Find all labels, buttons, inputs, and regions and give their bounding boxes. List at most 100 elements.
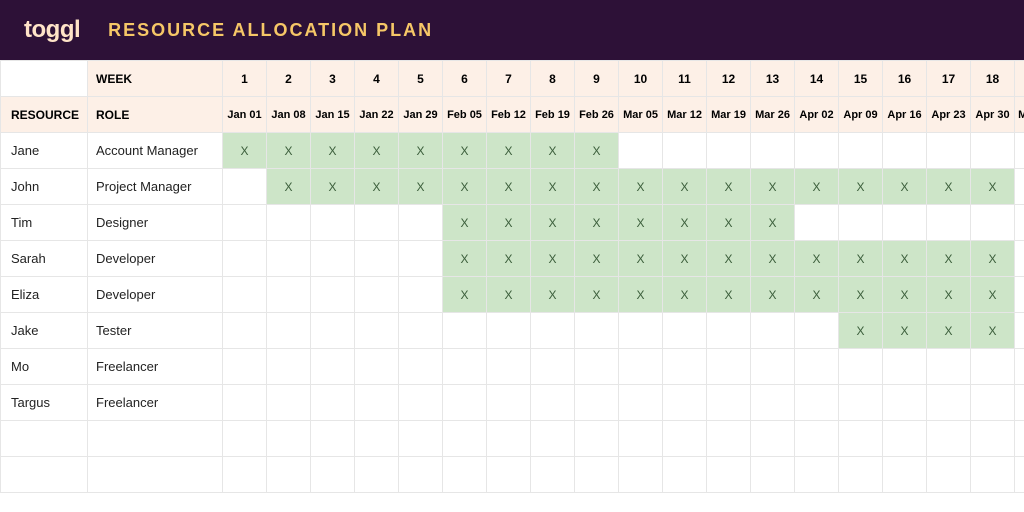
cell-blank[interactable] <box>795 421 839 457</box>
cell-allocation[interactable] <box>223 205 267 241</box>
cell-allocation[interactable]: X <box>223 133 267 169</box>
cell-allocation[interactable]: X <box>795 241 839 277</box>
cell-allocation[interactable] <box>1015 385 1024 421</box>
cell-blank[interactable] <box>707 457 751 493</box>
cell-allocation[interactable]: X <box>443 169 487 205</box>
cell-blank[interactable] <box>839 421 883 457</box>
cell-blank[interactable] <box>795 457 839 493</box>
cell-allocation[interactable]: X <box>443 133 487 169</box>
cell-allocation[interactable] <box>707 313 751 349</box>
cell-allocation[interactable] <box>707 133 751 169</box>
cell-allocation[interactable] <box>1015 169 1024 205</box>
cell-allocation[interactable]: X <box>575 169 619 205</box>
cell-allocation[interactable] <box>795 313 839 349</box>
cell-allocation[interactable]: X <box>883 241 927 277</box>
cell-allocation[interactable] <box>355 241 399 277</box>
cell-allocation[interactable] <box>399 205 443 241</box>
cell-resource-name[interactable]: Sarah <box>1 241 88 277</box>
cell-allocation[interactable]: X <box>311 133 355 169</box>
cell-blank[interactable] <box>663 457 707 493</box>
cell-allocation[interactable] <box>311 205 355 241</box>
cell-allocation[interactable] <box>751 313 795 349</box>
cell-allocation[interactable] <box>971 349 1015 385</box>
cell-resource-name[interactable]: Targus <box>1 385 88 421</box>
cell-allocation[interactable] <box>355 205 399 241</box>
cell-allocation[interactable]: X <box>971 241 1015 277</box>
cell-allocation[interactable]: X <box>531 241 575 277</box>
cell-allocation[interactable] <box>883 205 927 241</box>
cell-allocation[interactable] <box>839 133 883 169</box>
cell-allocation[interactable] <box>707 349 751 385</box>
cell-allocation[interactable] <box>1015 277 1024 313</box>
cell-allocation[interactable]: X <box>971 277 1015 313</box>
cell-allocation[interactable]: X <box>619 277 663 313</box>
cell-blank[interactable] <box>487 421 531 457</box>
cell-allocation[interactable] <box>707 385 751 421</box>
cell-allocation[interactable] <box>267 277 311 313</box>
cell-allocation[interactable] <box>663 349 707 385</box>
cell-allocation[interactable]: X <box>355 169 399 205</box>
cell-allocation[interactable] <box>531 385 575 421</box>
cell-allocation[interactable] <box>751 133 795 169</box>
cell-allocation[interactable] <box>795 349 839 385</box>
cell-blank[interactable] <box>971 421 1015 457</box>
cell-blank[interactable] <box>619 457 663 493</box>
cell-blank[interactable] <box>88 457 223 493</box>
cell-role[interactable]: Designer <box>88 205 223 241</box>
cell-allocation[interactable] <box>399 313 443 349</box>
cell-allocation[interactable]: X <box>971 169 1015 205</box>
cell-blank[interactable] <box>355 457 399 493</box>
cell-allocation[interactable]: X <box>575 133 619 169</box>
cell-allocation[interactable]: X <box>531 277 575 313</box>
cell-resource-name[interactable]: Jane <box>1 133 88 169</box>
cell-blank[interactable] <box>531 457 575 493</box>
cell-allocation[interactable] <box>575 349 619 385</box>
cell-allocation[interactable] <box>223 277 267 313</box>
cell-allocation[interactable] <box>663 133 707 169</box>
cell-blank[interactable] <box>267 421 311 457</box>
cell-allocation[interactable]: X <box>443 205 487 241</box>
cell-allocation[interactable] <box>1015 241 1024 277</box>
cell-allocation[interactable] <box>399 385 443 421</box>
cell-allocation[interactable]: X <box>443 241 487 277</box>
cell-allocation[interactable]: X <box>927 241 971 277</box>
cell-allocation[interactable] <box>223 385 267 421</box>
cell-allocation[interactable]: X <box>487 169 531 205</box>
cell-allocation[interactable] <box>311 313 355 349</box>
cell-allocation[interactable] <box>223 349 267 385</box>
cell-blank[interactable] <box>311 421 355 457</box>
cell-allocation[interactable]: X <box>663 169 707 205</box>
cell-allocation[interactable] <box>971 205 1015 241</box>
cell-allocation[interactable] <box>443 313 487 349</box>
cell-allocation[interactable] <box>267 385 311 421</box>
cell-blank[interactable] <box>1 457 88 493</box>
cell-allocation[interactable]: X <box>311 169 355 205</box>
cell-allocation[interactable] <box>355 385 399 421</box>
cell-allocation[interactable] <box>487 349 531 385</box>
cell-allocation[interactable] <box>267 313 311 349</box>
cell-allocation[interactable] <box>355 277 399 313</box>
cell-blank[interactable] <box>575 421 619 457</box>
cell-allocation[interactable] <box>311 277 355 313</box>
cell-allocation[interactable]: X <box>883 169 927 205</box>
cell-allocation[interactable]: X <box>355 133 399 169</box>
cell-allocation[interactable]: X <box>531 133 575 169</box>
cell-allocation[interactable]: X <box>751 205 795 241</box>
cell-allocation[interactable]: X <box>839 313 883 349</box>
cell-blank[interactable] <box>883 457 927 493</box>
cell-blank[interactable] <box>971 457 1015 493</box>
cell-allocation[interactable]: X <box>927 169 971 205</box>
cell-allocation[interactable] <box>971 385 1015 421</box>
cell-allocation[interactable]: X <box>619 205 663 241</box>
cell-allocation[interactable]: X <box>839 241 883 277</box>
cell-allocation[interactable] <box>267 349 311 385</box>
cell-allocation[interactable]: X <box>707 205 751 241</box>
cell-blank[interactable] <box>531 421 575 457</box>
cell-allocation[interactable]: X <box>619 241 663 277</box>
cell-allocation[interactable] <box>311 349 355 385</box>
cell-blank[interactable] <box>927 421 971 457</box>
cell-allocation[interactable] <box>619 385 663 421</box>
cell-allocation[interactable]: X <box>663 241 707 277</box>
cell-allocation[interactable] <box>927 205 971 241</box>
cell-allocation[interactable] <box>487 313 531 349</box>
